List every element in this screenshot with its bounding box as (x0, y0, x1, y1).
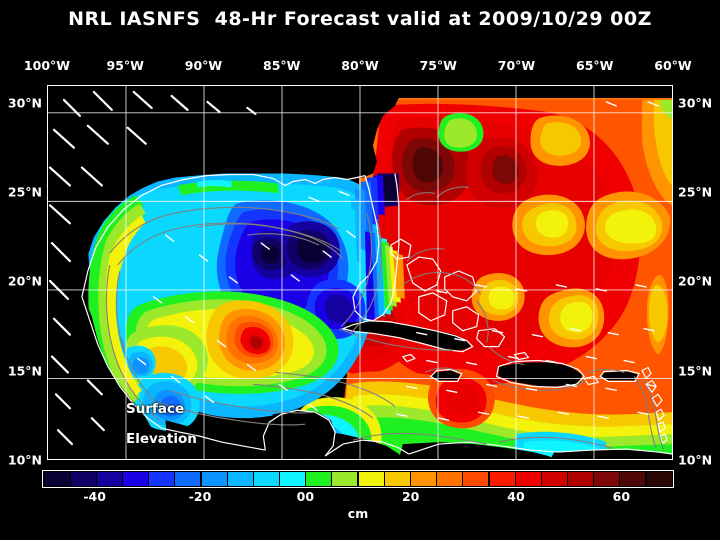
colorbar-swatch (332, 472, 358, 486)
colorbar-swatch (123, 472, 149, 486)
map-field-svg (48, 86, 672, 459)
longitude-axis: 100°W 95°W 90°W 85°W 80°W 75°W 70°W 65°W 60°W (24, 58, 692, 78)
lat-tick-label-right: 25°N (678, 184, 713, 200)
page-title: NRL IASNFS 48-Hr Forecast valid at 2009/… (68, 8, 652, 30)
lon-tick-label: 70°W (497, 58, 536, 73)
lat-tick-label-right: 15°N (678, 363, 713, 379)
lat-tick-label-left: 10°N (7, 452, 42, 468)
lat-tick-label-left: 15°N (7, 363, 42, 379)
colorbar-units-label: cm (347, 506, 369, 521)
lon-tick-label: 60°W (654, 58, 692, 73)
colorbar-swatch (44, 472, 70, 486)
lat-tick-label-right: 20°N (678, 273, 713, 289)
vector-arrow-layer (48, 90, 257, 446)
lon-tick-label: 80°W (341, 58, 379, 73)
lat-tick-label-left: 30°N (7, 95, 42, 111)
colorbar-swatch (515, 472, 541, 486)
lon-tick-label: 100°W (23, 58, 71, 73)
lat-tick-label-left: 20°N (7, 273, 42, 289)
colorbar-swatch (568, 472, 594, 486)
colorbar-tick-label: 40 (507, 489, 525, 504)
map-plot-area: Surface Elevation (47, 85, 673, 460)
colorbar-swatch (437, 472, 463, 486)
colorbar-swatch (280, 472, 306, 486)
colorbar-tick-label: -40 (83, 489, 106, 504)
colorbar-tick-labels: -40 -20 00 20 40 60 (42, 489, 674, 505)
lon-tick-label: 90°W (184, 58, 223, 73)
colorbar (42, 470, 674, 488)
lon-tick-label: 75°W (419, 58, 457, 73)
colorbar-swatch (201, 472, 227, 486)
colorbar-tick-label: 00 (296, 489, 315, 504)
colorbar-swatch (70, 472, 96, 486)
colorbar-swatch (149, 472, 175, 486)
lon-tick-label: 95°W (106, 58, 144, 73)
colorbar-swatch (411, 472, 436, 486)
lat-tick-label-right: 30°N (678, 95, 713, 111)
colorbar-swatch (646, 472, 672, 486)
colorbar-swatch (358, 472, 384, 486)
colorbar-swatch (594, 472, 620, 486)
colorbar-swatch (541, 472, 567, 486)
colorbar-swatch (489, 472, 515, 486)
colorbar-swatch (253, 472, 279, 486)
colorbar-swatch (306, 472, 332, 486)
vector-arrow-small-layer (137, 101, 659, 421)
graticule-layer (48, 86, 672, 459)
colorbar-tick-label: 60 (612, 489, 631, 504)
colorbar-swatch (227, 472, 253, 486)
colorbar-tick-label: 20 (401, 489, 420, 504)
lon-tick-label: 85°W (263, 58, 301, 73)
lat-tick-label-right: 10°N (678, 452, 713, 468)
lon-tick-label: 65°W (576, 58, 614, 73)
colorbar-tick-label: -20 (188, 489, 212, 504)
colorbar-swatch (620, 472, 646, 486)
colorbar-swatch (175, 472, 201, 486)
colorbar-swatch (96, 472, 122, 486)
lat-tick-label-left: 25°N (7, 184, 42, 200)
bathymetry-contour-layer (105, 186, 665, 451)
colorbar-swatch (463, 472, 489, 486)
colorbar-swatch (384, 472, 410, 486)
